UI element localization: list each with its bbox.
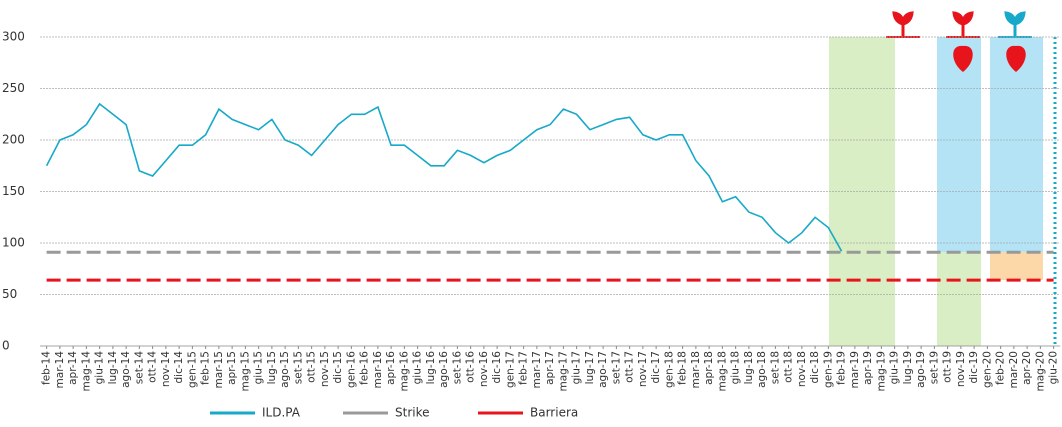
- x-tick-label: feb-18: [677, 351, 689, 385]
- x-tick-label: gen-17: [504, 351, 516, 388]
- x-tick-label: nov-16: [478, 351, 490, 387]
- x-tick-label: ago-15: [279, 351, 291, 388]
- x-tick-label: lug-16: [425, 351, 437, 385]
- x-tick-label: lug-18: [743, 351, 755, 384]
- x-tick-label: mag-18: [716, 351, 728, 391]
- x-tick-label: apr-14: [67, 351, 79, 385]
- x-tick-label: giu-16: [412, 351, 424, 385]
- x-tick-label: mar-19: [849, 351, 861, 388]
- x-tick-label: gen-16: [345, 351, 357, 388]
- x-tick-label: ott-15: [306, 351, 318, 383]
- x-tick-label: ott-14: [147, 351, 159, 383]
- x-tick-label: mar-20: [1008, 351, 1020, 388]
- x-tick-label: apr-20: [1021, 351, 1033, 385]
- x-tick-label: set-18: [769, 351, 781, 384]
- x-tick-label: mag-16: [398, 351, 410, 392]
- legend-label: Barriera: [530, 406, 578, 420]
- x-tick-label: dic-14: [173, 351, 185, 384]
- x-tick-label: dic-19: [968, 351, 980, 384]
- x-tick-label: nov-14: [160, 351, 172, 387]
- plant-icon: [952, 11, 974, 36]
- heart-icon: [953, 45, 973, 72]
- x-tick-label: set-14: [133, 351, 145, 385]
- x-tick-label: mag-20: [1034, 351, 1046, 391]
- x-tick-label: set-15: [292, 351, 304, 384]
- x-tick-label: ago-14: [120, 351, 132, 388]
- plant-icon: [1004, 11, 1026, 36]
- x-tick-label: giu-18: [730, 351, 742, 384]
- x-tick-label: mar-15: [213, 351, 225, 388]
- x-tick-label: ott-16: [465, 351, 477, 383]
- series-line: [45, 102, 843, 252]
- x-tick-label: nov-15: [319, 351, 331, 387]
- x-tick-label: apr-15: [226, 351, 238, 385]
- y-tick-label: 250: [2, 81, 25, 95]
- x-tick-label: ago-17: [597, 351, 609, 388]
- x-tick-label: mag-17: [557, 351, 569, 391]
- x-tick-label: lug-17: [584, 351, 596, 384]
- x-tick-label: dic-16: [491, 351, 503, 384]
- x-tick-label: apr-16: [385, 351, 397, 385]
- x-tick-label: mar-14: [54, 351, 66, 389]
- x-tick-label: mag-19: [875, 351, 887, 391]
- band-blue: [990, 37, 1043, 252]
- x-tick-label: feb-17: [518, 351, 530, 385]
- x-tick-label: feb-14: [41, 351, 53, 385]
- plant-icon: [892, 11, 914, 36]
- x-tick-label: mar-17: [531, 351, 543, 388]
- x-tick-label: ott-18: [783, 351, 795, 383]
- x-tick-label: ago-16: [438, 351, 450, 388]
- icons: [886, 11, 1032, 72]
- x-tick-label: lug-19: [902, 351, 914, 384]
- x-tick-label: nov-18: [796, 351, 808, 387]
- heart-icon: [1006, 45, 1026, 72]
- x-tick-label: lug-15: [266, 351, 278, 384]
- legend-label: Strike: [395, 406, 430, 420]
- x-tick-label: giu-20: [1048, 351, 1060, 384]
- x-tick-label: dic-15: [332, 351, 344, 384]
- x-tick-label: ago-19: [915, 351, 927, 388]
- y-tick-label: 300: [2, 30, 25, 44]
- x-tick-label: nov-19: [955, 351, 967, 387]
- x-tick-label: ott-19: [942, 351, 954, 383]
- x-tick-label: nov-17: [637, 351, 649, 387]
- x-tick-label: mar-18: [690, 351, 702, 388]
- x-tick-label: gen-15: [186, 351, 198, 388]
- x-tick-label: dic-18: [809, 351, 821, 384]
- x-tick-label: giu-15: [253, 351, 265, 384]
- x-tick-label: apr-18: [703, 351, 715, 385]
- x-tick-label: set-17: [610, 351, 622, 384]
- x-tick-label: gen-18: [663, 351, 675, 388]
- band-blue: [937, 37, 981, 252]
- x-tick-label: apr-19: [862, 351, 874, 385]
- x-tick-label: ago-18: [756, 351, 768, 388]
- x-tick-label: mag-14: [80, 351, 92, 392]
- x-tick-label: giu-19: [889, 351, 901, 384]
- y-tick-label: 100: [2, 236, 25, 250]
- x-tick-label: feb-15: [200, 351, 212, 385]
- x-tick-label: gen-20: [981, 351, 993, 388]
- y-tick-label: 50: [2, 287, 17, 301]
- x-tick-label: feb-19: [836, 351, 848, 385]
- x-tick-label: feb-20: [995, 351, 1007, 385]
- x-tick-label: giu-14: [94, 351, 106, 385]
- x-tick-label: gen-19: [822, 351, 834, 388]
- x-tick-label: giu-17: [571, 351, 583, 384]
- y-tick-label: 150: [2, 184, 25, 198]
- legend-label: ILD.PA: [262, 406, 301, 420]
- x-tick-label: mag-15: [239, 351, 251, 391]
- x-tick-label: set-16: [451, 351, 463, 385]
- x-tick-label: feb-16: [359, 351, 371, 385]
- band-orange: [990, 252, 1043, 280]
- x-tick-label: apr-17: [544, 351, 556, 385]
- x-tick-label: mar-16: [372, 351, 384, 389]
- x-tick-label: lug-14: [107, 351, 119, 385]
- x-tick-label: ott-17: [624, 351, 636, 383]
- y-tick-label: 200: [2, 133, 25, 147]
- y-tick-label: 0: [2, 339, 10, 353]
- x-tick-label: set-19: [928, 351, 940, 384]
- x-tick-label: dic-17: [650, 351, 662, 384]
